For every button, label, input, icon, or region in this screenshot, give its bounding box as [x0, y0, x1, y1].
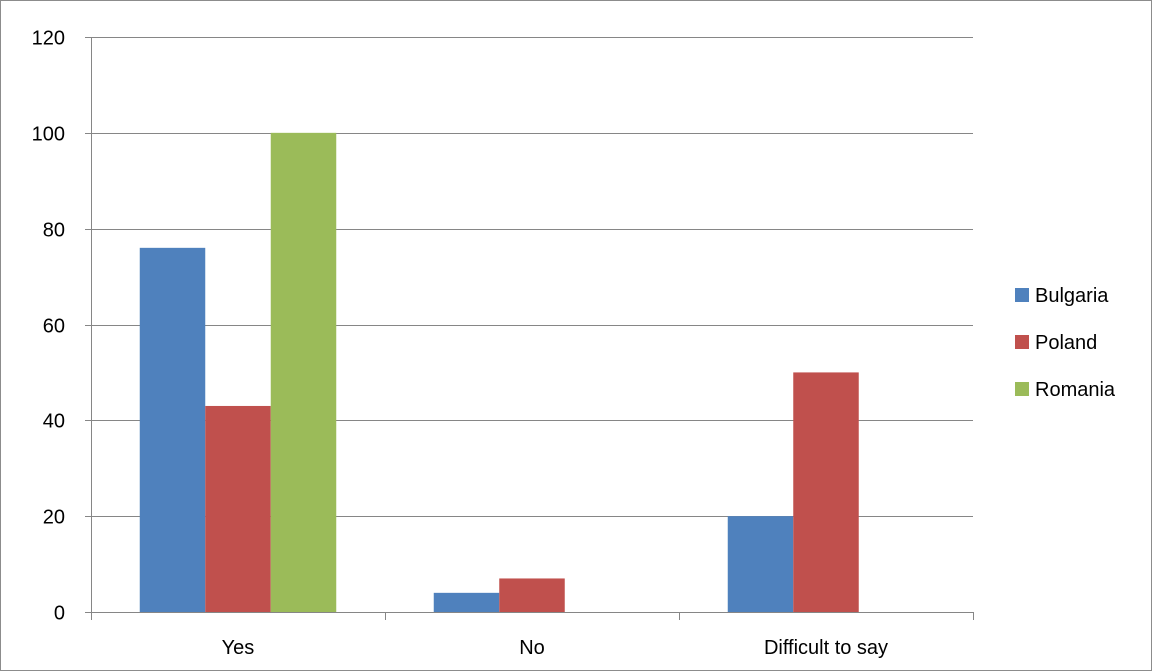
legend-swatch-poland [1015, 335, 1029, 349]
x-tick-label: No [519, 637, 545, 659]
y-tick-label: 80 [43, 220, 65, 242]
y-tick-label: 100 [32, 124, 65, 146]
bar-bulgaria-yes [139, 247, 206, 613]
y-tick-label: 60 [43, 316, 65, 338]
legend-label-romania: Romania [1035, 379, 1116, 401]
bar-bulgaria-no [433, 592, 500, 612]
bar-poland-difficult-to-say [793, 372, 859, 612]
bar-bulgaria-difficult-to-say [727, 516, 794, 612]
bars [139, 132, 859, 613]
legend-swatch-romania [1015, 382, 1029, 396]
x-axis-tick-labels: Yes No Difficult to say [222, 637, 888, 659]
axes [85, 37, 974, 620]
bar-poland-yes [205, 405, 271, 612]
legend-label-bulgaria: Bulgaria [1035, 285, 1109, 307]
bar-poland-no [499, 578, 565, 612]
legend-swatch-bulgaria [1015, 288, 1029, 302]
y-tick-label: 120 [32, 28, 65, 50]
y-tick-label: 40 [43, 411, 65, 433]
x-tick-label: Difficult to say [764, 637, 888, 659]
bar-romania-yes [270, 132, 337, 613]
legend-label-poland: Poland [1035, 332, 1097, 354]
y-axis-tick-labels: 0 20 40 60 80 100 120 [32, 28, 65, 625]
y-tick-label: 0 [54, 603, 65, 625]
legend: Bulgaria Poland Romania [1015, 285, 1116, 401]
y-tick-label: 20 [43, 507, 65, 529]
x-tick-label: Yes [222, 637, 255, 659]
